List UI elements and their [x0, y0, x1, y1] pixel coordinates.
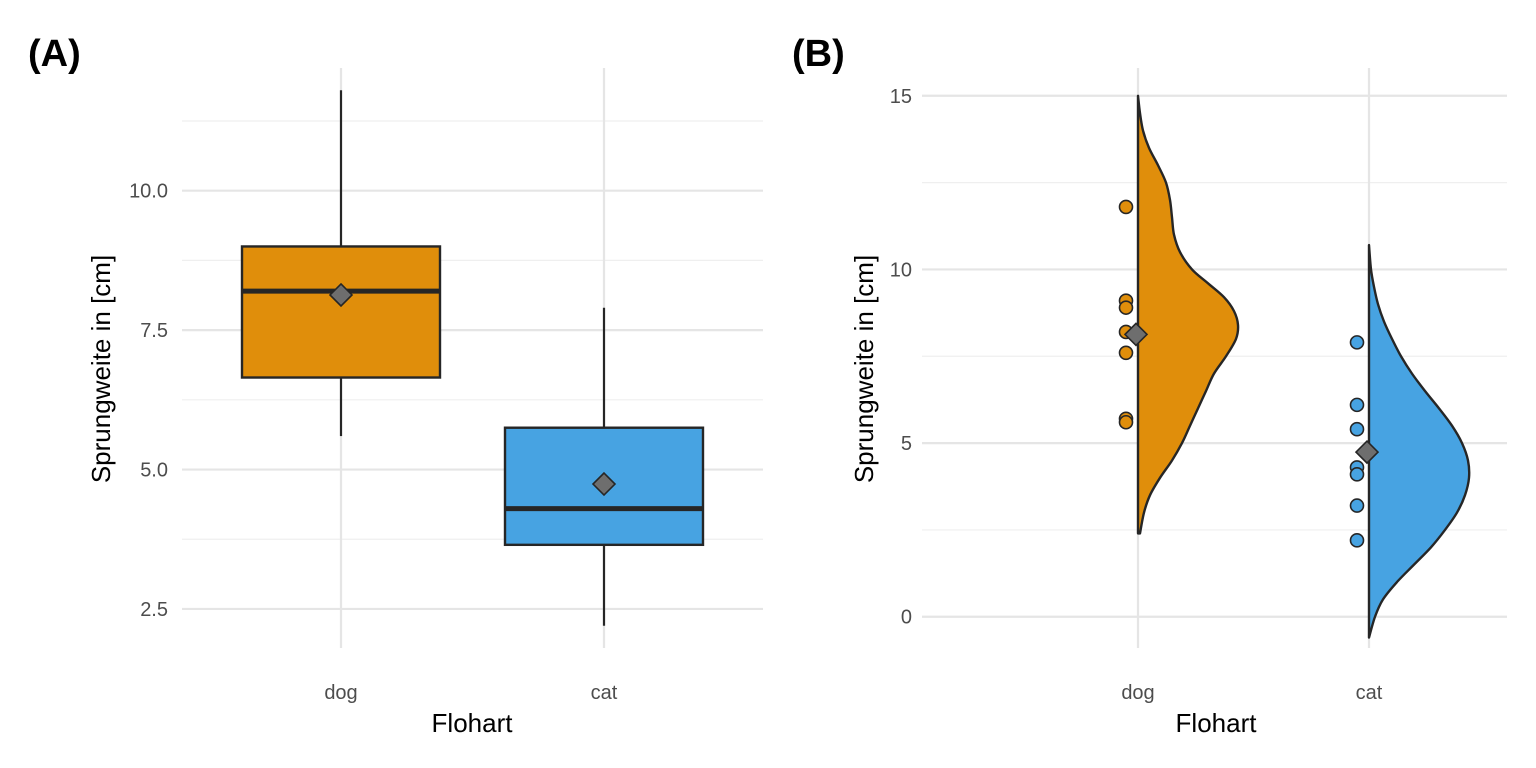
half-violin-dog [1136, 94, 1240, 535]
group-cat [1349, 243, 1471, 639]
panel-b-x-tick-labels: dog cat [1121, 682, 1382, 704]
mean-marker-cat [1354, 439, 1380, 465]
panel-b-y-tick-label: 5 [901, 433, 912, 455]
data-point-cat [1349, 467, 1365, 482]
panel-b-y-tick-label: 0 [901, 607, 912, 629]
data-point-dog [1118, 199, 1134, 215]
box-dog [240, 90, 442, 437]
panel-b-x-tick-label-dog: dog [1121, 682, 1154, 704]
data-point-cat [1349, 533, 1365, 548]
panel-b-x-axis-title: Flohart [1176, 708, 1258, 738]
data-point-cat [1349, 498, 1365, 513]
group-dog [1118, 94, 1240, 535]
panel-a-y-tick-label: 2.5 [140, 599, 168, 621]
panel-b-y-tick-labels: 0 5 10 15 [890, 86, 912, 629]
panel-b-y-tick-label: 15 [890, 86, 912, 108]
data-point-cat [1349, 397, 1365, 413]
panel-b-x-tick-label-cat: cat [1356, 682, 1383, 704]
panel-a-y-tick-label: 7.5 [140, 320, 168, 342]
data-point-cat [1349, 421, 1365, 437]
mean-marker-dog [1123, 322, 1149, 347]
panel-a-label: (A) [28, 33, 81, 75]
panel-b-y-tick-label: 10 [890, 259, 912, 281]
half-violin-cat [1367, 243, 1471, 639]
panel-b-marks [1118, 94, 1471, 639]
data-point-cat [1349, 335, 1365, 350]
panel-a-x-axis-title: Flohart [432, 708, 514, 738]
panel-a-y-tick-label: 5.0 [140, 460, 168, 482]
data-point-dog [1118, 345, 1134, 361]
panel-a-x-tick-label-dog: dog [324, 682, 357, 704]
data-point-dog [1118, 414, 1134, 430]
panel-a-y-tick-labels: 2.5 5.0 7.5 10.0 [129, 181, 168, 621]
box-cat [503, 307, 705, 626]
panel-b-label: (B) [792, 33, 845, 75]
mean-marker-dog [328, 282, 354, 308]
panel-a-x-tick-labels: dog cat [324, 682, 617, 704]
mean-marker-cat [591, 471, 617, 497]
panel-a-y-axis-title: Sprungweite in [cm] [86, 255, 116, 483]
panel-b-y-axis-title: Sprungweite in [cm] [849, 255, 879, 483]
data-point-dog [1118, 300, 1134, 315]
panel-a-y-tick-label: 10.0 [129, 181, 168, 203]
panel-a-boxplot: (A) 2.5 5.0 7.5 10.0 dog cat Flohart Sprungw… [28, 33, 763, 738]
panel-a-x-tick-label-cat: cat [591, 682, 618, 704]
iqr-box-dog [240, 245, 442, 379]
panel-b-half-violin: (B) 0 5 10 15 dog cat Flohart Sprungweite in… [792, 33, 1507, 738]
panel-a-marks [240, 90, 705, 626]
